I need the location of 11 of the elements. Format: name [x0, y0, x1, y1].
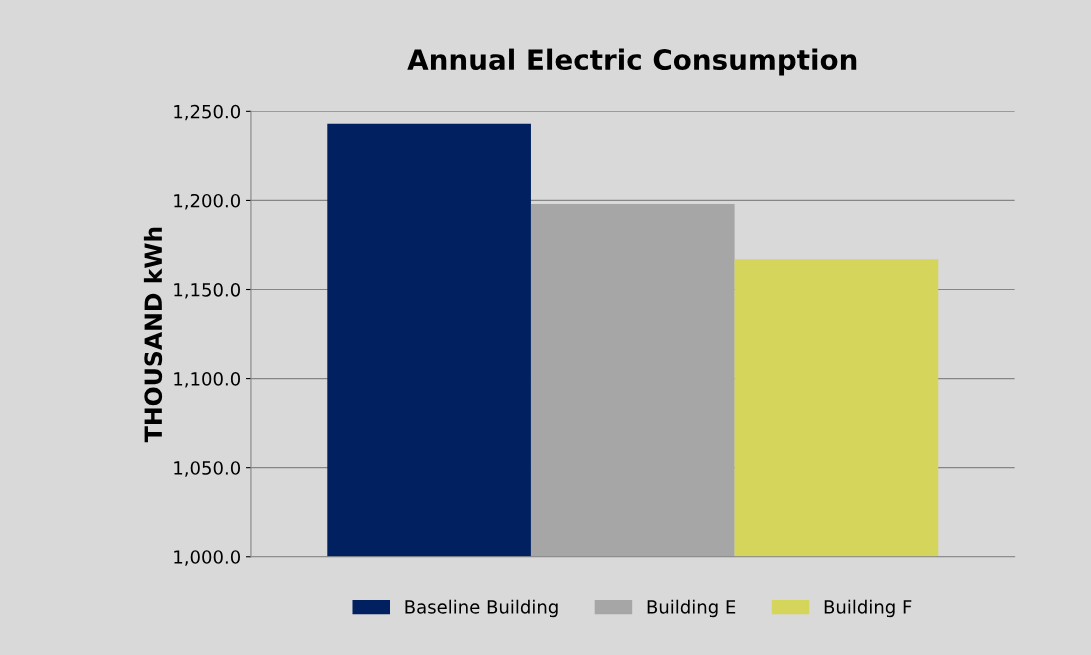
y-tick-label: 1,050.0	[174, 461, 241, 477]
legend-label: Building F	[824, 599, 912, 618]
y-tick-label: 1,150.0	[174, 282, 241, 299]
y-axis-title: THOUSAND kWh	[143, 227, 163, 443]
y-tick-label: 1,100.0	[174, 372, 241, 388]
chart-title: Annual Electric Consumption	[407, 48, 857, 76]
legend-label: Baseline Building	[405, 599, 558, 618]
y-tick-label: 1,250.0	[174, 104, 241, 121]
y-tick-label: 1,200.0	[174, 193, 241, 210]
y-tick-label: 1,000.0	[174, 550, 241, 566]
legend-label: Building E	[647, 599, 736, 618]
